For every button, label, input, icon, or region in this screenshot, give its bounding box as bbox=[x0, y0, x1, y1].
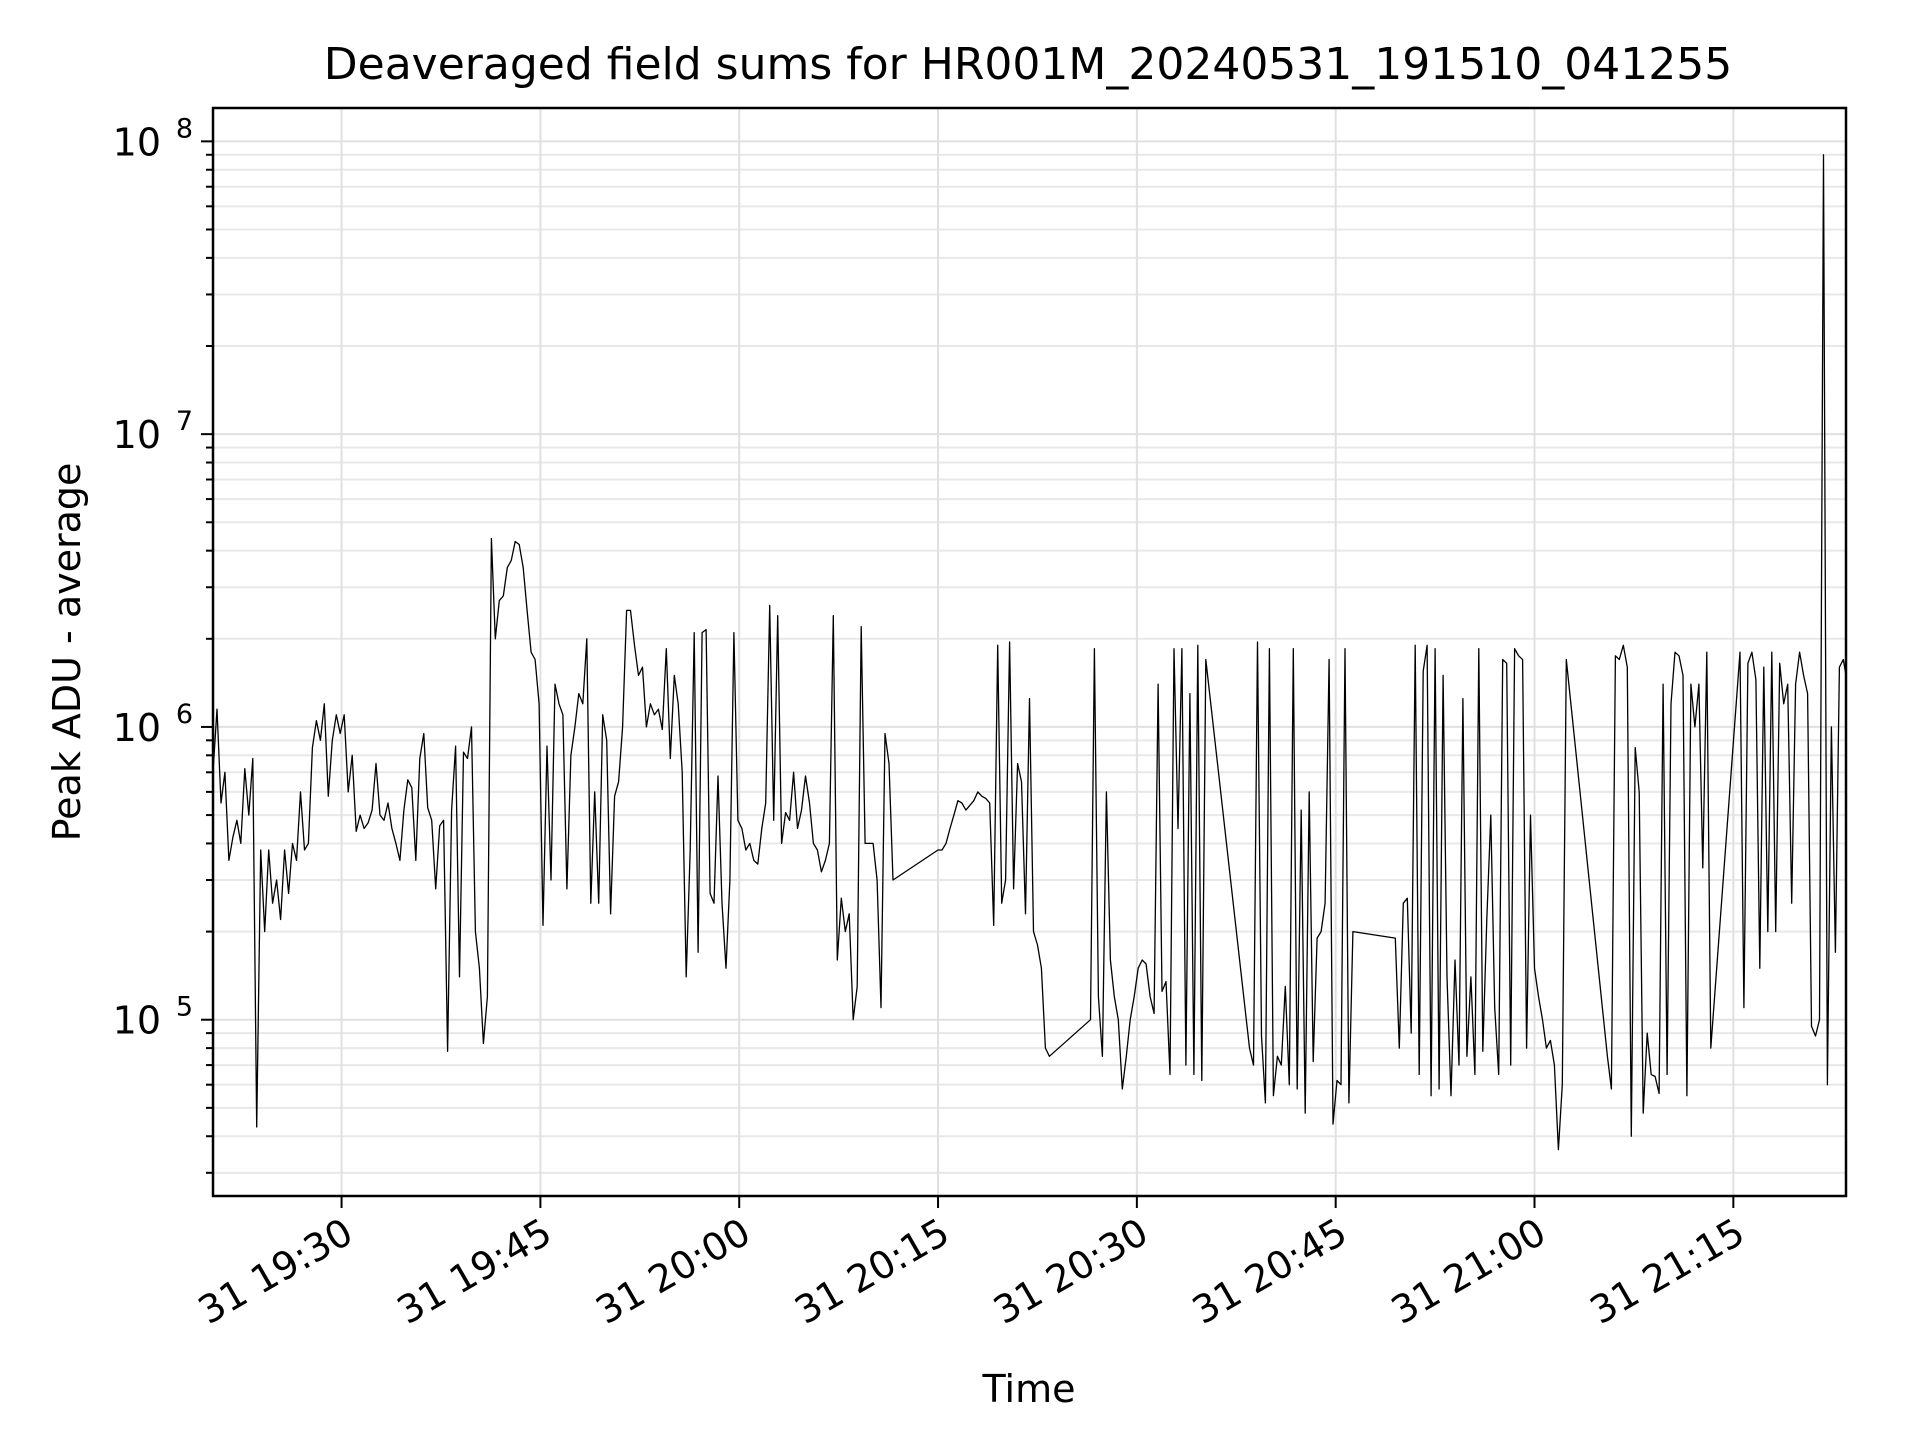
x-tick-label: 31 20:45 bbox=[1185, 1210, 1354, 1333]
x-tick-label: 31 19:30 bbox=[191, 1210, 360, 1333]
grid bbox=[213, 108, 1846, 1196]
y-axis: 10 5 10 6 10 7 10 8 bbox=[113, 113, 213, 1174]
x-tick-label: 31 21:15 bbox=[1583, 1210, 1752, 1333]
y-axis-label: Peak ADU - average bbox=[45, 463, 89, 842]
x-axis: 31 19:30 31 19:45 31 20:00 31 20:15 31 20:30… bbox=[191, 1196, 1752, 1333]
x-tick-label: 31 19:45 bbox=[390, 1210, 559, 1333]
y-tick-exponent: 5 bbox=[176, 992, 193, 1023]
y-tick-label: 10 bbox=[113, 999, 161, 1043]
y-tick-label: 10 bbox=[113, 413, 161, 457]
y-tick-exponent: 8 bbox=[176, 113, 193, 144]
y-tick-exponent: 6 bbox=[176, 699, 193, 730]
y-tick-exponent: 7 bbox=[176, 406, 193, 437]
chart-title: Deaveraged field sums for HR001M_2024053… bbox=[324, 39, 1732, 90]
plot-frame bbox=[211, 106, 1848, 1198]
y-tick-label: 10 bbox=[113, 706, 161, 750]
x-tick-label: 31 20:30 bbox=[986, 1210, 1155, 1333]
x-tick-label: 31 20:15 bbox=[787, 1210, 956, 1333]
x-tick-label: 31 21:00 bbox=[1384, 1210, 1553, 1333]
x-tick-label: 31 20:00 bbox=[589, 1210, 758, 1333]
series-line bbox=[212, 154, 1847, 1151]
y-tick-label: 10 bbox=[113, 120, 161, 164]
x-axis-label: Time bbox=[982, 1367, 1076, 1411]
